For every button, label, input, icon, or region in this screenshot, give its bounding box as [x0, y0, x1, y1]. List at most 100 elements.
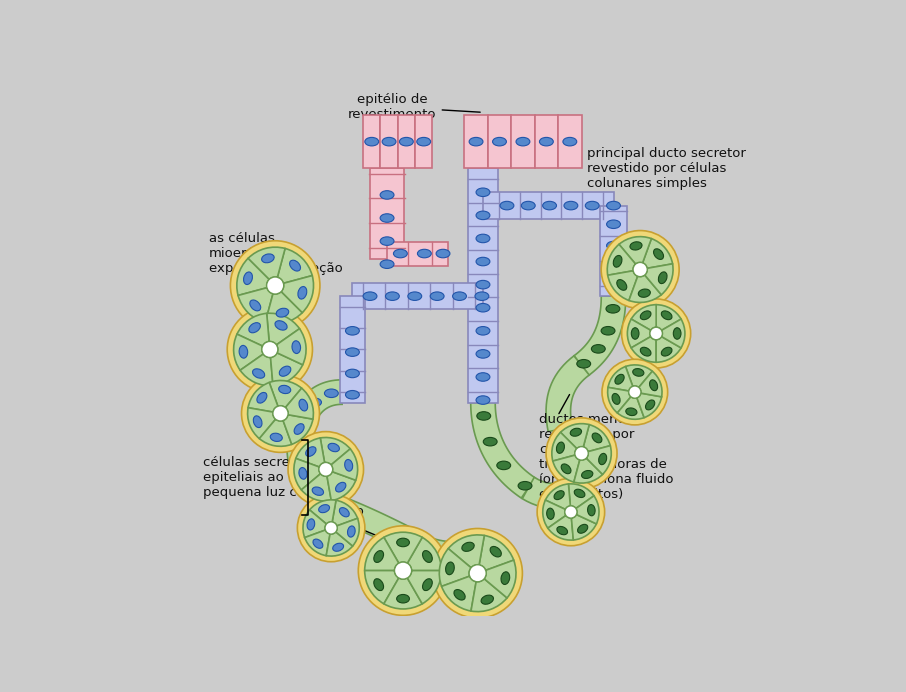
Ellipse shape: [308, 398, 322, 406]
Ellipse shape: [333, 543, 343, 552]
Wedge shape: [617, 397, 644, 419]
Ellipse shape: [417, 138, 430, 146]
Ellipse shape: [307, 519, 314, 530]
Ellipse shape: [563, 138, 577, 146]
Ellipse shape: [313, 487, 323, 495]
Wedge shape: [576, 496, 599, 524]
Circle shape: [537, 478, 604, 546]
Ellipse shape: [607, 284, 621, 293]
Wedge shape: [333, 500, 358, 526]
Ellipse shape: [430, 292, 444, 300]
Ellipse shape: [476, 396, 490, 404]
Ellipse shape: [446, 562, 454, 575]
Ellipse shape: [476, 280, 490, 289]
Wedge shape: [265, 291, 303, 324]
Circle shape: [288, 432, 363, 507]
Ellipse shape: [345, 369, 360, 378]
Bar: [363, 115, 381, 168]
Circle shape: [227, 307, 313, 392]
Ellipse shape: [561, 464, 571, 474]
Wedge shape: [543, 500, 566, 528]
Polygon shape: [287, 445, 346, 520]
Wedge shape: [302, 474, 332, 501]
Ellipse shape: [592, 345, 605, 353]
Ellipse shape: [381, 214, 394, 222]
Ellipse shape: [574, 489, 585, 498]
Wedge shape: [408, 571, 441, 604]
Ellipse shape: [324, 389, 338, 397]
Circle shape: [242, 374, 320, 453]
Wedge shape: [271, 353, 303, 385]
Wedge shape: [642, 239, 672, 268]
Ellipse shape: [397, 594, 410, 603]
Ellipse shape: [501, 572, 510, 585]
Circle shape: [650, 327, 662, 340]
Wedge shape: [384, 532, 422, 563]
Ellipse shape: [253, 369, 265, 379]
Ellipse shape: [607, 201, 621, 210]
Wedge shape: [645, 264, 673, 295]
Ellipse shape: [239, 345, 247, 358]
Wedge shape: [553, 455, 580, 482]
Ellipse shape: [345, 390, 360, 399]
Circle shape: [433, 529, 523, 618]
Wedge shape: [441, 576, 477, 611]
Ellipse shape: [639, 289, 651, 298]
Ellipse shape: [588, 504, 595, 516]
Polygon shape: [574, 296, 626, 375]
Wedge shape: [294, 459, 321, 490]
Ellipse shape: [490, 547, 501, 557]
Ellipse shape: [397, 538, 410, 547]
Ellipse shape: [276, 308, 289, 317]
Circle shape: [319, 462, 333, 476]
Circle shape: [266, 277, 284, 294]
Ellipse shape: [593, 433, 602, 443]
Circle shape: [602, 359, 668, 425]
Wedge shape: [608, 388, 631, 413]
Ellipse shape: [476, 211, 490, 219]
Ellipse shape: [556, 442, 564, 453]
Ellipse shape: [422, 579, 432, 590]
Wedge shape: [247, 408, 275, 439]
Wedge shape: [448, 535, 485, 567]
Ellipse shape: [348, 526, 355, 537]
Wedge shape: [568, 484, 594, 509]
Ellipse shape: [462, 543, 474, 552]
Ellipse shape: [257, 392, 267, 403]
Wedge shape: [238, 288, 273, 322]
Circle shape: [564, 506, 577, 518]
Wedge shape: [304, 530, 330, 556]
Ellipse shape: [516, 138, 530, 146]
Wedge shape: [639, 371, 662, 397]
Ellipse shape: [539, 138, 554, 146]
Ellipse shape: [476, 349, 490, 358]
Wedge shape: [625, 365, 652, 388]
Ellipse shape: [374, 579, 383, 590]
Ellipse shape: [393, 249, 408, 258]
Ellipse shape: [661, 347, 672, 356]
Wedge shape: [327, 472, 356, 501]
Ellipse shape: [319, 504, 330, 513]
Ellipse shape: [430, 548, 444, 556]
Wedge shape: [248, 247, 285, 280]
Circle shape: [574, 446, 588, 460]
Wedge shape: [276, 329, 306, 365]
Bar: [511, 115, 535, 168]
Ellipse shape: [254, 416, 262, 428]
Ellipse shape: [454, 590, 465, 600]
Ellipse shape: [400, 138, 413, 146]
Circle shape: [262, 341, 278, 358]
Ellipse shape: [521, 201, 535, 210]
Wedge shape: [627, 319, 651, 348]
Ellipse shape: [543, 201, 556, 210]
Wedge shape: [479, 536, 514, 570]
Wedge shape: [365, 538, 399, 571]
Ellipse shape: [385, 292, 400, 300]
Wedge shape: [259, 419, 292, 446]
Bar: [535, 115, 558, 168]
Ellipse shape: [250, 300, 261, 311]
Wedge shape: [296, 438, 324, 467]
Wedge shape: [384, 578, 422, 609]
Ellipse shape: [557, 527, 567, 535]
Ellipse shape: [408, 292, 421, 300]
